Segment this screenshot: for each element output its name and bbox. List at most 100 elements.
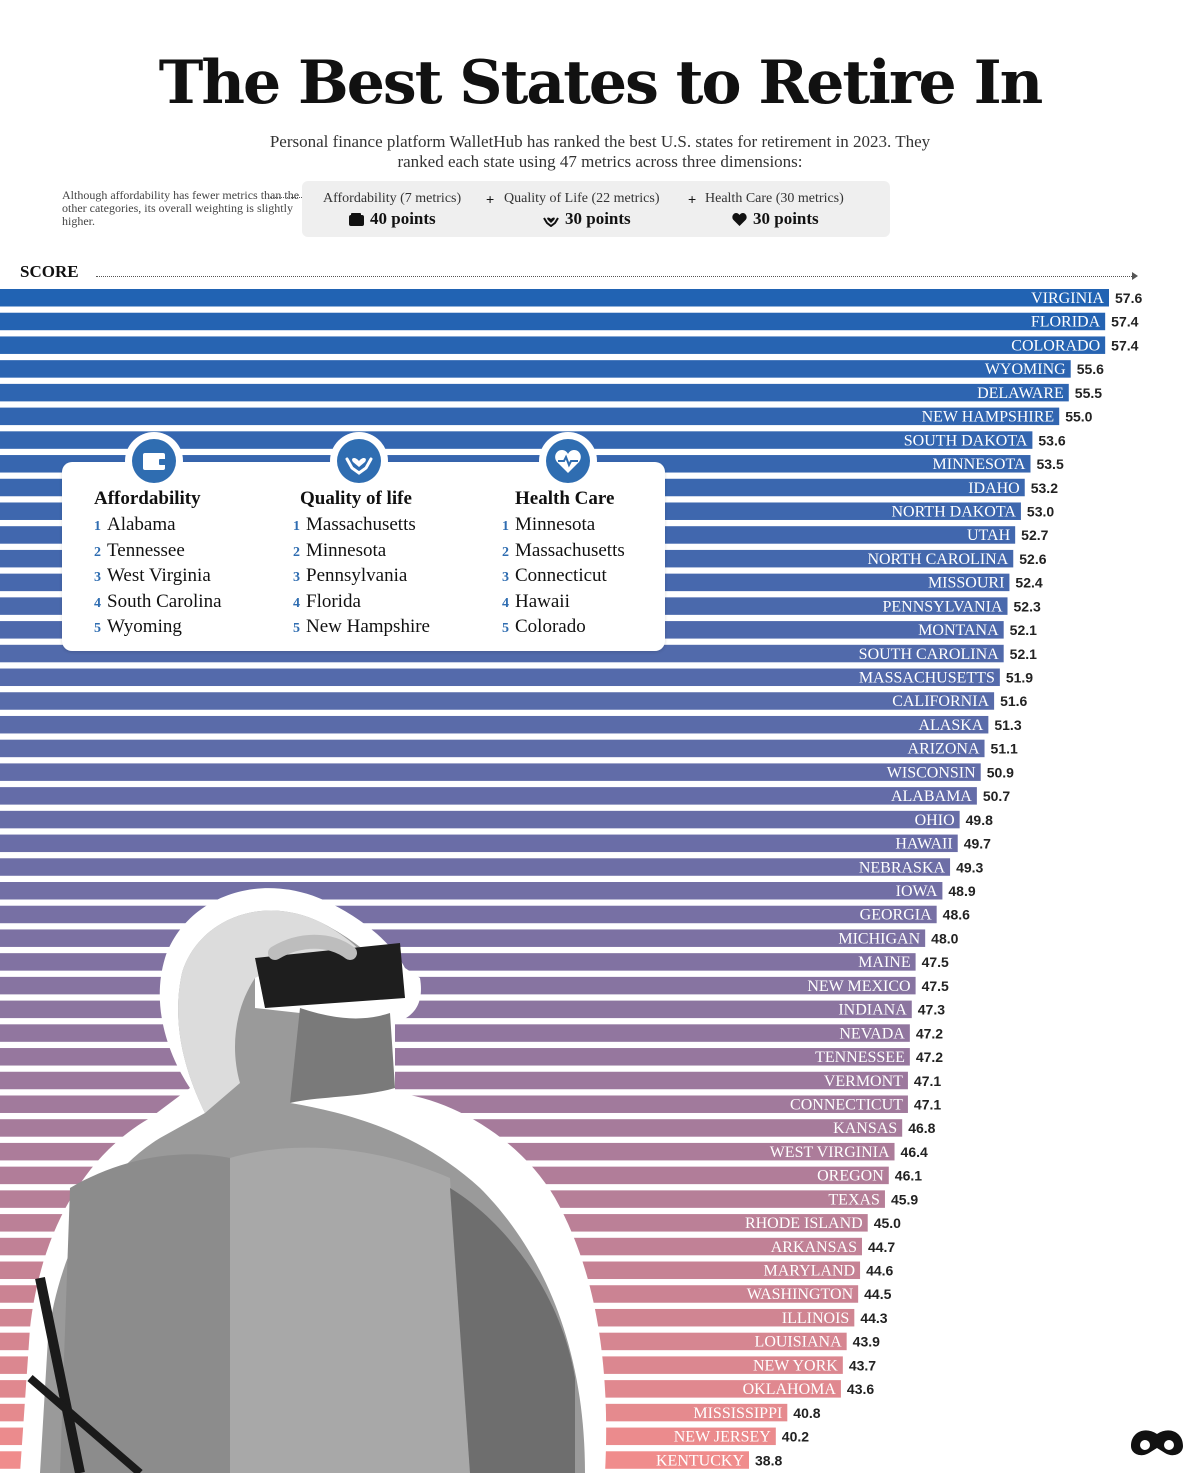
bar-state-label: INDIANA	[838, 1002, 907, 1019]
bar-state-label: TENNESSEE	[815, 1049, 905, 1066]
bar-value-label: 52.1	[1010, 622, 1037, 638]
axis-arrow-icon	[1132, 272, 1138, 280]
bar-value-label: 47.3	[918, 1002, 945, 1018]
bar-value-label: 51.3	[994, 717, 1021, 733]
metrics-summary: Affordability (7 metrics) + Quality of L…	[302, 181, 890, 237]
bar-value-label: 51.6	[1000, 693, 1027, 709]
bar-state-label: ARIZONA	[908, 741, 980, 758]
bar	[0, 834, 958, 853]
bar-value-label: 53.0	[1027, 503, 1054, 519]
bar-state-label: OKLAHOMA	[743, 1381, 837, 1398]
bar-value-label: 49.7	[964, 836, 991, 852]
bar-value-label: 57.4	[1111, 337, 1138, 353]
bar-state-label: DELAWARE	[977, 385, 1064, 402]
bar-state-label: UTAH	[967, 527, 1011, 544]
bar-value-label: 55.0	[1065, 409, 1092, 425]
bar-state-label: LOUISIANA	[755, 1334, 843, 1351]
bar-state-label: VERMONT	[824, 1073, 903, 1090]
bar	[0, 763, 981, 781]
health-care-badge	[539, 432, 597, 490]
bar	[0, 407, 1060, 426]
column-title: Affordability	[94, 488, 201, 509]
bar-value-label: 51.9	[1006, 670, 1033, 686]
list-item: 4 Hawaii	[502, 590, 570, 612]
bar-value-label: 53.5	[1036, 456, 1063, 472]
bar-value-label: 55.5	[1075, 385, 1102, 401]
bar-state-label: CONNECTICUT	[790, 1096, 903, 1113]
bar-state-label: MARYLAND	[764, 1263, 856, 1280]
list-item: 1 Minnesota	[502, 514, 596, 535]
bar-value-label: 47.1	[914, 1096, 941, 1112]
bar-value-label: 44.5	[864, 1286, 891, 1302]
bar-value-label: 46.4	[901, 1144, 928, 1160]
bar-state-label: NORTH CAROLINA	[867, 551, 1008, 568]
wallet-icon	[349, 212, 364, 226]
list-item: 5 Wyoming	[94, 616, 182, 637]
bar-state-label: WASHINGTON	[747, 1286, 854, 1303]
bar-state-label: HAWAII	[895, 836, 952, 853]
list-item: 2 Massachusetts	[502, 539, 625, 561]
list-item: 2 Tennessee	[94, 539, 185, 561]
bar-value-label: 48.6	[943, 907, 970, 923]
bar-state-label: ALASKA	[918, 717, 983, 734]
bar-value-label: 46.1	[895, 1168, 922, 1184]
bar-state-label: NEW MEXICO	[807, 978, 910, 995]
bar-value-label: 50.7	[983, 788, 1010, 804]
list-item: 2 Minnesota	[293, 539, 387, 561]
column-title: Health Care	[515, 488, 615, 509]
bar-state-label: NEW HAMPSHIRE	[922, 409, 1055, 426]
metric-quality-points: 30 points	[543, 209, 631, 229]
bar	[0, 787, 977, 805]
bar-state-label: WEST VIRGINIA	[770, 1144, 890, 1161]
bar-value-label: 57.6	[1115, 290, 1142, 306]
bar-state-label: NEW YORK	[753, 1357, 838, 1374]
bar-value-label: 40.8	[793, 1405, 820, 1421]
bar-value-label: 45.0	[874, 1215, 901, 1231]
heart-pulse-icon	[546, 439, 590, 483]
care-hands-icon	[337, 439, 381, 483]
bar	[0, 336, 1106, 354]
metric-health-label: Health Care (30 metrics)	[705, 191, 844, 206]
bar-value-label: 49.8	[966, 812, 993, 828]
bar-value-label: 47.2	[916, 1025, 943, 1041]
bar-value-label: 44.7	[868, 1239, 895, 1255]
bar-value-label: 46.8	[908, 1120, 935, 1136]
bar-value-label: 47.5	[922, 954, 949, 970]
chart-subtitle: Personal finance platform WalletHub has …	[269, 132, 931, 171]
bar	[0, 360, 1071, 378]
bar-state-label: SOUTH DAKOTA	[904, 432, 1028, 449]
bar-state-label: MONTANA	[918, 622, 999, 639]
list-item: 1 Alabama	[94, 514, 176, 535]
bar-state-label: NORTH DAKOTA	[891, 503, 1016, 520]
bar-value-label: 43.7	[849, 1357, 876, 1373]
top-categories-panel	[62, 462, 665, 651]
bar-state-label: VIRGINIA	[1031, 290, 1104, 307]
list-item: 4 South Carolina	[94, 590, 222, 612]
bar-value-label: 43.6	[847, 1381, 874, 1397]
affordability-badge	[125, 432, 183, 490]
bar-value-label: 40.2	[782, 1429, 809, 1445]
bar-state-label: IDAHO	[968, 480, 1020, 497]
bar-value-label: 49.3	[956, 859, 983, 875]
bar-value-label: 52.3	[1014, 598, 1041, 614]
list-item: 1 Massachusetts	[293, 514, 416, 535]
bar-value-label: 53.2	[1031, 480, 1058, 496]
bar-value-label: 48.0	[931, 930, 958, 946]
bar-state-label: MISSOURI	[928, 575, 1004, 592]
bar-state-label: RHODE ISLAND	[745, 1215, 863, 1232]
bar-state-label: SOUTH CAROLINA	[859, 646, 999, 663]
axis-line	[96, 276, 1134, 277]
bar-state-label: OHIO	[915, 812, 955, 829]
bar-state-label: CALIFORNIA	[892, 693, 989, 710]
bar-value-label: 52.1	[1010, 646, 1037, 662]
bar-value-label: 52.6	[1019, 551, 1046, 567]
bar	[0, 668, 1000, 687]
bar-value-label: 47.2	[916, 1049, 943, 1065]
weighting-note: Although affordability has fewer metrics…	[62, 188, 300, 228]
bar-state-label: ILLINOIS	[782, 1310, 850, 1327]
bar-state-label: COLORADO	[1011, 337, 1100, 354]
list-item: 3 Connecticut	[502, 565, 607, 586]
wallet-icon	[132, 439, 176, 483]
list-item: 4 Florida	[293, 590, 361, 612]
